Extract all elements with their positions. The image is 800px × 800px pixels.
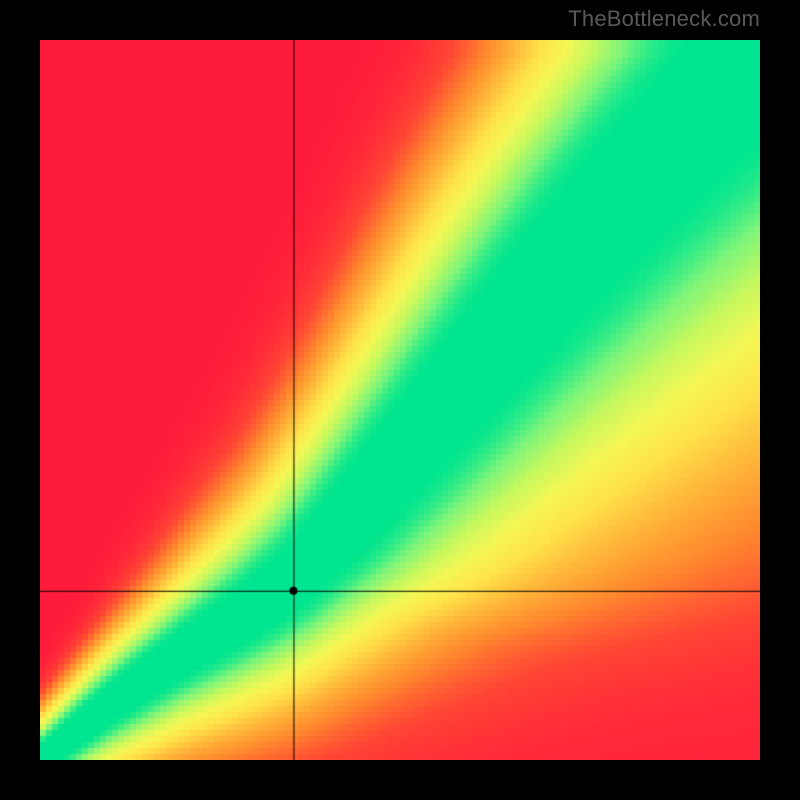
bottleneck-heatmap: [40, 40, 760, 760]
watermark-label: TheBottleneck.com: [568, 6, 760, 32]
heatmap-canvas: [40, 40, 760, 760]
